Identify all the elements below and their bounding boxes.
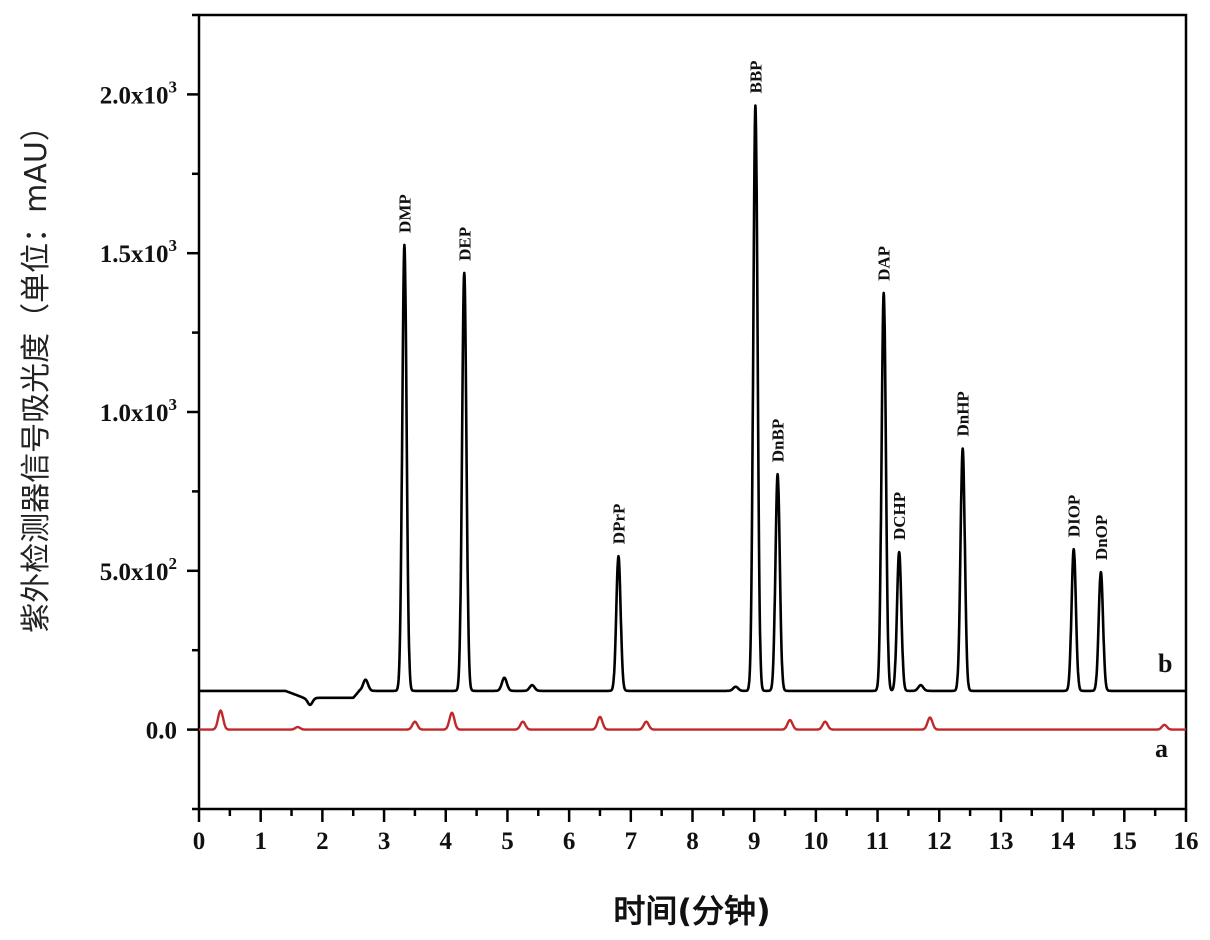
y-tick-label: 5.0x102 — [100, 554, 177, 586]
peak-label-bbp: BBP — [746, 60, 765, 93]
x-tick-label: 11 — [866, 828, 890, 855]
x-tick-label: 1 — [254, 828, 267, 855]
x-axis-title: 时间(分钟) — [613, 892, 770, 930]
peak-label-dnbp: DnBP — [769, 419, 788, 462]
x-tick-label: 16 — [1174, 828, 1199, 855]
axes: 0 1 2 3 4 5 6 7 8 9 10 11 12 13 14 15 160.05.0x1021.0x10… — [100, 13, 1199, 855]
exponent: 3 — [169, 236, 178, 255]
peak-label-dnhp: DnHP — [954, 391, 973, 436]
x-tick-label: 5 — [501, 828, 514, 855]
y-tick-label: 1.0x103 — [100, 395, 177, 427]
exponent: 2 — [169, 554, 178, 573]
x-tick-label: 2 — [316, 828, 329, 855]
trace-a — [198, 709, 1187, 731]
x-tick-label: 9 — [748, 828, 761, 855]
x-tick-label: 12 — [927, 828, 952, 855]
x-tick-label: 14 — [1050, 828, 1076, 855]
peak-labels: DMP DEP DPrP BBP DnBP DAP DCHP DnHP DIOP DnOP b a — [395, 60, 1172, 763]
peak-label-dprp: DPrP — [609, 504, 628, 545]
trace-label-b: b — [1158, 649, 1172, 678]
x-tick-label: 10 — [803, 828, 828, 855]
y-axis-title: 紫外检测器信号吸光度（单位：mAU） — [19, 111, 54, 633]
y-tick-label: 2.0x103 — [100, 77, 177, 109]
x-tick-label: 7 — [625, 828, 638, 855]
peak-label-dap: DAP — [875, 246, 894, 281]
exponent: 3 — [169, 77, 178, 96]
trace-label-a: a — [1155, 734, 1168, 763]
x-tick-label: 8 — [686, 828, 699, 855]
traces — [198, 104, 1187, 731]
x-tick-label: 6 — [563, 828, 576, 855]
x-tick-label: 3 — [378, 828, 391, 855]
peak-label-dnop: DnOP — [1092, 515, 1111, 560]
x-tick-label: 0 — [193, 828, 206, 855]
x-tick-label: 15 — [1112, 828, 1137, 855]
peak-label-dchp: DCHP — [890, 492, 909, 540]
exponent: 3 — [169, 395, 178, 414]
trace-b — [198, 104, 1187, 707]
y-tick-label: 1.5x103 — [100, 236, 177, 268]
peak-label-dmp: DMP — [395, 194, 414, 233]
peak-label-diop: DIOP — [1065, 495, 1084, 538]
x-tick-label: 4 — [440, 828, 453, 855]
peak-label-dep: DEP — [455, 227, 474, 261]
x-tick-label: 13 — [988, 828, 1013, 855]
y-tick-label: 0.0 — [146, 718, 177, 745]
